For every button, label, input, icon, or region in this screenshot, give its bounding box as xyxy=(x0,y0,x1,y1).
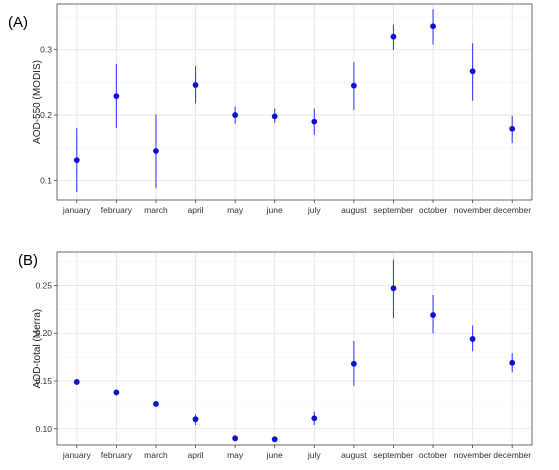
data-point-may xyxy=(232,112,239,118)
data-point-june xyxy=(271,113,278,120)
data-point-october xyxy=(430,312,436,318)
data-point-january xyxy=(73,157,80,164)
x-tick-label-january: january xyxy=(62,450,92,460)
x-tick-label-october: october xyxy=(419,205,448,215)
panel-border xyxy=(56,251,533,446)
x-tick-label-june: june xyxy=(266,450,283,460)
y-axis-title: AOD-550 (MODIS) xyxy=(32,60,43,144)
data-point-march xyxy=(153,401,159,407)
x-tick-label-september: september xyxy=(373,450,413,460)
data-point-june xyxy=(271,436,278,443)
x-tick-label-december: december xyxy=(493,205,531,215)
data-point-november xyxy=(469,336,476,342)
x-tick-label-july: july xyxy=(307,450,322,460)
x-tick-label-february: february xyxy=(101,205,133,215)
data-point-october xyxy=(430,23,436,30)
y-tick-label: 0.1 xyxy=(40,175,52,185)
y-tick-label: 0.10 xyxy=(35,424,52,434)
x-tick-label-november: november xyxy=(454,205,492,215)
data-point-february xyxy=(113,93,120,100)
data-point-august xyxy=(350,82,357,89)
x-tick-label-august: august xyxy=(341,205,367,215)
x-tick-label-march: march xyxy=(144,205,168,215)
panel-border xyxy=(56,3,533,201)
y-axis-title: AOD-total (Merra) xyxy=(32,309,43,388)
data-point-september xyxy=(390,285,397,292)
x-tick-label-april: april xyxy=(188,205,204,215)
data-point-november xyxy=(469,68,476,75)
panel-b-merra: 0.10 0.15 0.20 0.25 january february march apri… xyxy=(18,251,533,460)
data-point-december xyxy=(509,359,516,366)
data-point-july xyxy=(311,118,318,125)
data-point-december xyxy=(509,125,516,132)
panel-a-modis: 0.1 0.2 0.3 january february march april may jun… xyxy=(8,3,533,215)
y-tick-label: 0.15 xyxy=(35,376,52,386)
x-tick-label-august: august xyxy=(341,450,367,460)
data-point-january xyxy=(73,379,80,385)
data-point-may xyxy=(232,435,239,442)
x-tick-label-january: january xyxy=(62,205,92,215)
x-tick-label-may: may xyxy=(227,205,244,215)
data-point-april xyxy=(192,82,199,88)
y-tick-label: 0.20 xyxy=(35,328,52,338)
data-point-august xyxy=(350,360,357,367)
x-tick-label-november: november xyxy=(454,450,492,460)
panel-label: (A) xyxy=(8,14,28,31)
panel-label: (B) xyxy=(18,252,38,269)
y-tick-label: 0.25 xyxy=(35,280,52,290)
y-tick-label: 0.2 xyxy=(40,110,52,120)
data-point-march xyxy=(153,148,159,154)
x-tick-label-may: may xyxy=(227,450,244,460)
x-tick-label-march: march xyxy=(144,450,168,460)
x-tick-label-february: february xyxy=(101,450,133,460)
x-tick-label-october: october xyxy=(419,450,448,460)
data-point-july xyxy=(311,415,318,422)
data-point-february xyxy=(113,389,120,396)
data-point-september xyxy=(390,33,397,40)
x-tick-label-june: june xyxy=(266,205,283,215)
data-point-april xyxy=(192,416,199,423)
y-tick-label: 0.3 xyxy=(40,45,52,55)
x-tick-label-april: april xyxy=(188,450,204,460)
x-tick-label-december: december xyxy=(493,450,531,460)
x-tick-label-september: september xyxy=(373,205,413,215)
x-tick-label-july: july xyxy=(307,205,322,215)
